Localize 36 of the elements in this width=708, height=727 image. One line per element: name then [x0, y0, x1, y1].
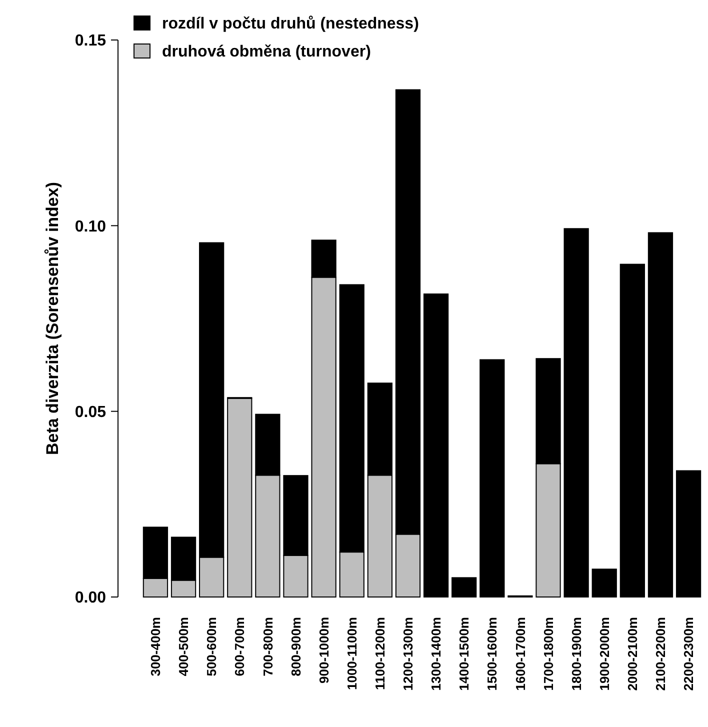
- x-tick-label: 1700-1800m: [540, 617, 556, 691]
- x-tick-label: 1800-1900m: [568, 617, 584, 691]
- x-tick-label: 800-900m: [288, 617, 304, 676]
- bar: [452, 577, 477, 598]
- x-tick-label: 1600-1700m: [512, 617, 528, 691]
- x-tick-label: 2000-2100m: [624, 617, 640, 691]
- bar: [227, 398, 252, 598]
- bar: [620, 264, 645, 598]
- x-tick-label: 2200-2300m: [681, 617, 696, 691]
- x-tick-label: 1500-1600m: [484, 617, 500, 691]
- y-tick-label: 0.00: [74, 590, 106, 607]
- x-tick-label: 1200-1300m: [400, 617, 416, 691]
- y-tick-label: 0.05: [74, 404, 106, 421]
- x-tick-label: 900-1000m: [316, 617, 332, 684]
- x-tick-label: 1000-1100m: [344, 617, 360, 690]
- x-tick-label: 600-700m: [232, 617, 248, 676]
- x-tick-label: 1100-1200m: [372, 617, 388, 690]
- x-tick-label: 700-800m: [260, 617, 276, 676]
- bar: [592, 568, 617, 598]
- x-tick-label: 1900-2000m: [596, 617, 612, 691]
- x-tick-label: 500-600m: [204, 617, 220, 676]
- bar: [676, 470, 702, 598]
- x-tick-label: 400-500m: [176, 617, 192, 676]
- x-tick-label: 1300-1400m: [428, 617, 444, 691]
- legend-label: rozdíl v počtu druhů (nestedness): [162, 16, 419, 33]
- x-tick-label: 1400-1500m: [456, 617, 472, 691]
- bar: [648, 232, 674, 598]
- bar: [423, 293, 449, 598]
- x-tick-label: 300-400m: [148, 617, 164, 676]
- y-tick-label: 0.15: [74, 32, 106, 50]
- y-tick-label: 0.10: [74, 218, 106, 236]
- bar: [564, 228, 589, 598]
- legend-label: druhová obměna (turnover): [162, 44, 371, 61]
- x-tick-label: 2100-2200m: [653, 617, 668, 691]
- y-axis-title: Beta diverzita (Sorensenův index): [43, 182, 62, 456]
- bar: [480, 359, 505, 598]
